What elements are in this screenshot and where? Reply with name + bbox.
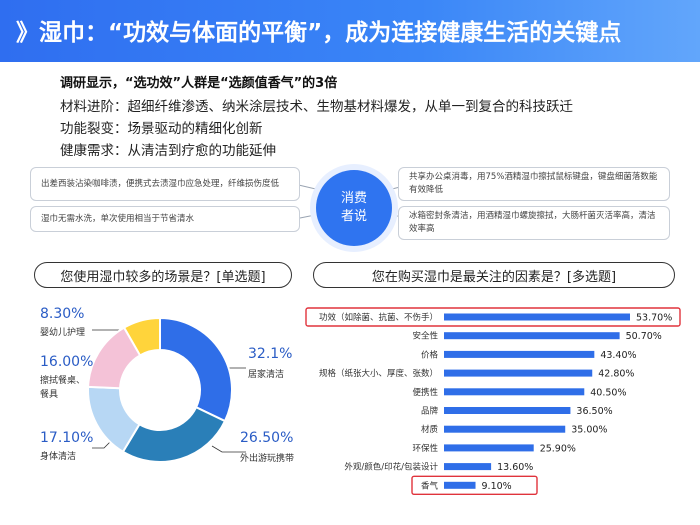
bar-value-label: 43.40% [600, 350, 636, 361]
bar [444, 313, 630, 321]
bar [444, 425, 566, 433]
bar-value-label: 35.00% [571, 425, 607, 436]
leader-line [92, 439, 113, 449]
pie-category-label-line2: 餐具 [40, 390, 59, 400]
bar [444, 481, 476, 489]
pie-value-label: 17.10% [40, 430, 94, 446]
pie-slice [122, 316, 161, 357]
bar [444, 332, 620, 340]
bar-category-label: 香气 [421, 480, 439, 491]
bar-category-label: 功效（如除菌、抗菌、不伤手） [319, 312, 438, 323]
leader-line [211, 445, 246, 453]
pie-value-label: 16.00% [40, 354, 94, 370]
consumer-quote: 共享办公桌消毒，用75%酒精湿巾擦拭鼠标键盘，键盘细菌落数能有效降低 [398, 167, 670, 201]
bar [444, 463, 492, 471]
bar-category-label: 便携性 [412, 387, 438, 398]
highlight-box [305, 307, 681, 327]
page-title: 》湿巾：“功效与体面的平衡”，成为连接健康生活的关键点 [16, 20, 622, 46]
consumer-quote: 湿巾无需水洗，单次使用相当于节省清水 [30, 206, 300, 232]
bar-category-label: 外观/颜色/印花/包装设计 [344, 462, 438, 473]
bar-category-label: 环保性 [412, 443, 438, 454]
pie-category-label: 外出游玩携带 [240, 454, 295, 464]
consumer-voice-circle: 消费 者说 [316, 170, 392, 246]
bar-value-label: 25.90% [540, 443, 576, 454]
pie-category-label: 居家清洁 [248, 370, 285, 380]
consumer-quote: 冰箱密封条清洁，用酒精湿巾螺旋擦拭，大肠杆菌灭活率高，清洁效率高 [398, 206, 670, 240]
consumer-voice-label-line2: 者说 [340, 209, 367, 224]
bar-category-label: 安全性 [412, 331, 438, 342]
bar-value-label: 42.80% [598, 369, 634, 380]
consumer-quote: 出差西装沾染咖啡渍，便携式去渍湿巾应急处理，纤维损伤度低 [30, 167, 300, 201]
pie-value-label: 26.50% [240, 430, 294, 446]
pie-slice [159, 316, 233, 423]
bar-value-label: 53.70% [636, 313, 672, 324]
bar [444, 444, 534, 452]
finding-function: 功能裂变：场景驱动的精细化创新 [60, 121, 263, 137]
pie-category-label: 身体清洁 [40, 452, 77, 462]
bar-value-label: 13.60% [497, 462, 533, 473]
pie-category-label: 婴幼儿护理 [40, 328, 86, 338]
bar [444, 407, 571, 414]
finding-health: 健康需求：从清洁到疗愈的功能延伸 [60, 143, 276, 159]
consumer-voice-label-line1: 消费 [340, 191, 367, 206]
bar-value-label: 36.50% [576, 406, 612, 417]
bar-value-label: 50.70% [626, 331, 662, 342]
pie-value-label: 32.1% [248, 346, 293, 362]
bar-value-label: 9.10% [482, 481, 512, 492]
bar-category-label: 价格 [421, 349, 439, 360]
bar [444, 388, 585, 396]
bar-category-label: 品牌 [421, 406, 439, 417]
bar-category-label: 材质 [421, 424, 439, 435]
bar [444, 350, 595, 358]
bar [444, 369, 593, 377]
finding-material: 材料进阶：超细纤维渗透、纳米涂层技术、生物基材料爆发，从单一到复合的科技跃迁 [60, 99, 573, 115]
bar-category-label: 规格（纸张大小、厚度、张数） [319, 368, 438, 379]
pie-chart-title: 您使用湿巾较多的场景是？[单选题] [34, 262, 292, 288]
highlight-box [411, 475, 538, 495]
bar-value-label: 40.50% [590, 387, 626, 398]
pie-category-label-line1: 擦拭餐桌、 [40, 376, 86, 386]
finding-headline: 调研显示，“选功效”人群是“选颜值香气”的3倍 [60, 76, 338, 91]
pie-value-label: 8.30% [40, 306, 85, 322]
title-bar: 》湿巾：“功效与体面的平衡”，成为连接健康生活的关键点 [0, 0, 700, 62]
bar-chart-title: 您在购买湿巾是最关注的因素是？[多选题] [313, 262, 675, 288]
